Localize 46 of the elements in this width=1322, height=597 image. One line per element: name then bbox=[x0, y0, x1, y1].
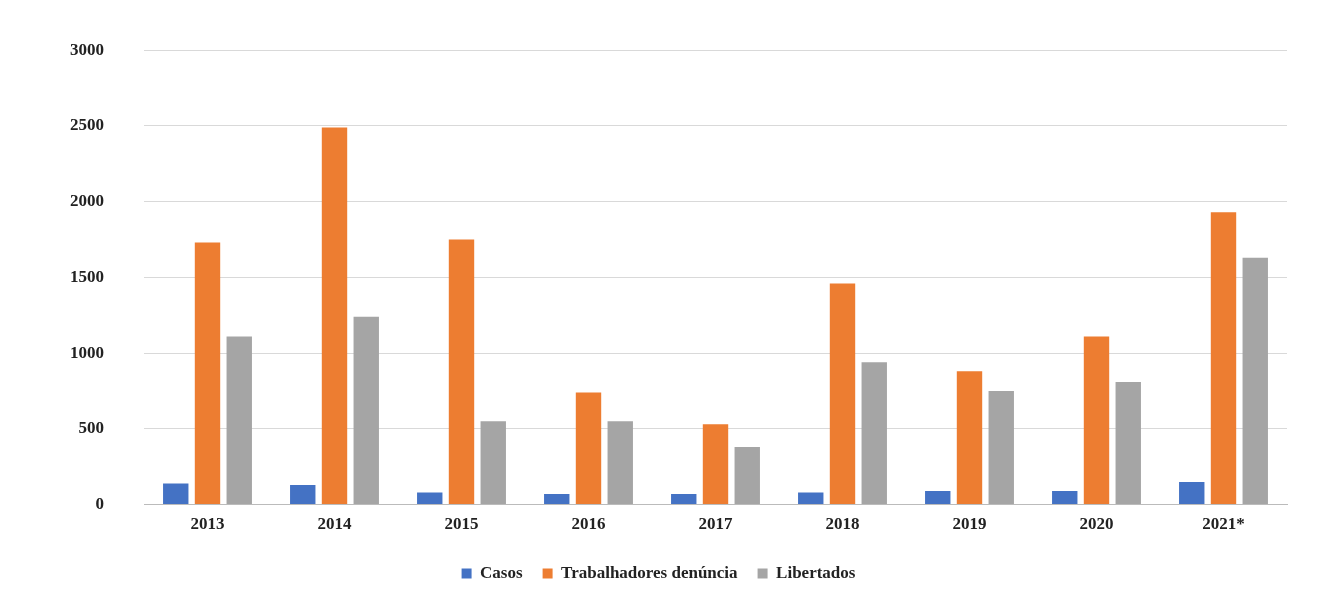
x-tick-label: 2021* bbox=[1202, 514, 1245, 534]
bar bbox=[702, 424, 729, 505]
bar bbox=[448, 239, 475, 505]
bar bbox=[353, 316, 379, 505]
y-tick-label: 2500 bbox=[70, 115, 104, 135]
legend-label: Trabalhadores denúncia bbox=[561, 562, 739, 582]
x-tick-label: 2014 bbox=[317, 514, 352, 534]
bar bbox=[925, 490, 951, 505]
bar bbox=[226, 336, 252, 505]
x-tick-label: 2018 bbox=[825, 514, 860, 534]
bar bbox=[417, 492, 443, 505]
x-tick-label: 2017 bbox=[698, 514, 733, 534]
y-tick-label: 500 bbox=[78, 418, 104, 438]
x-tick-label: 2015 bbox=[444, 514, 479, 534]
bar bbox=[1210, 212, 1237, 505]
legend-label: Casos bbox=[480, 562, 523, 582]
x-tick-label: 2019 bbox=[952, 514, 987, 534]
bar bbox=[607, 421, 633, 505]
bar bbox=[829, 283, 856, 505]
bar bbox=[321, 127, 348, 505]
bar bbox=[988, 391, 1014, 505]
bar bbox=[734, 447, 760, 505]
bar bbox=[956, 371, 983, 505]
y-tick-label: 1500 bbox=[70, 266, 104, 286]
y-tick-label: 2000 bbox=[70, 191, 104, 211]
bar bbox=[480, 421, 506, 505]
legend-label: Libertados bbox=[776, 562, 856, 582]
y-tick-label: 3000 bbox=[70, 39, 104, 59]
bar bbox=[1083, 336, 1110, 505]
bar bbox=[671, 494, 697, 505]
bar bbox=[1179, 481, 1205, 505]
bar bbox=[194, 242, 221, 505]
bar bbox=[163, 483, 189, 505]
bar bbox=[1242, 257, 1268, 505]
bar bbox=[1052, 490, 1078, 505]
bar bbox=[1115, 381, 1141, 505]
x-tick-label: 2016 bbox=[571, 514, 606, 534]
x-tick-label: 2020 bbox=[1079, 514, 1114, 534]
bar bbox=[798, 492, 824, 505]
y-tick-label: 0 bbox=[95, 493, 104, 513]
bar bbox=[861, 362, 887, 505]
y-tick-label: 1000 bbox=[70, 342, 104, 362]
bar bbox=[544, 494, 570, 505]
bar bbox=[290, 484, 316, 505]
bar bbox=[575, 392, 602, 505]
x-tick-label: 2013 bbox=[190, 514, 225, 534]
